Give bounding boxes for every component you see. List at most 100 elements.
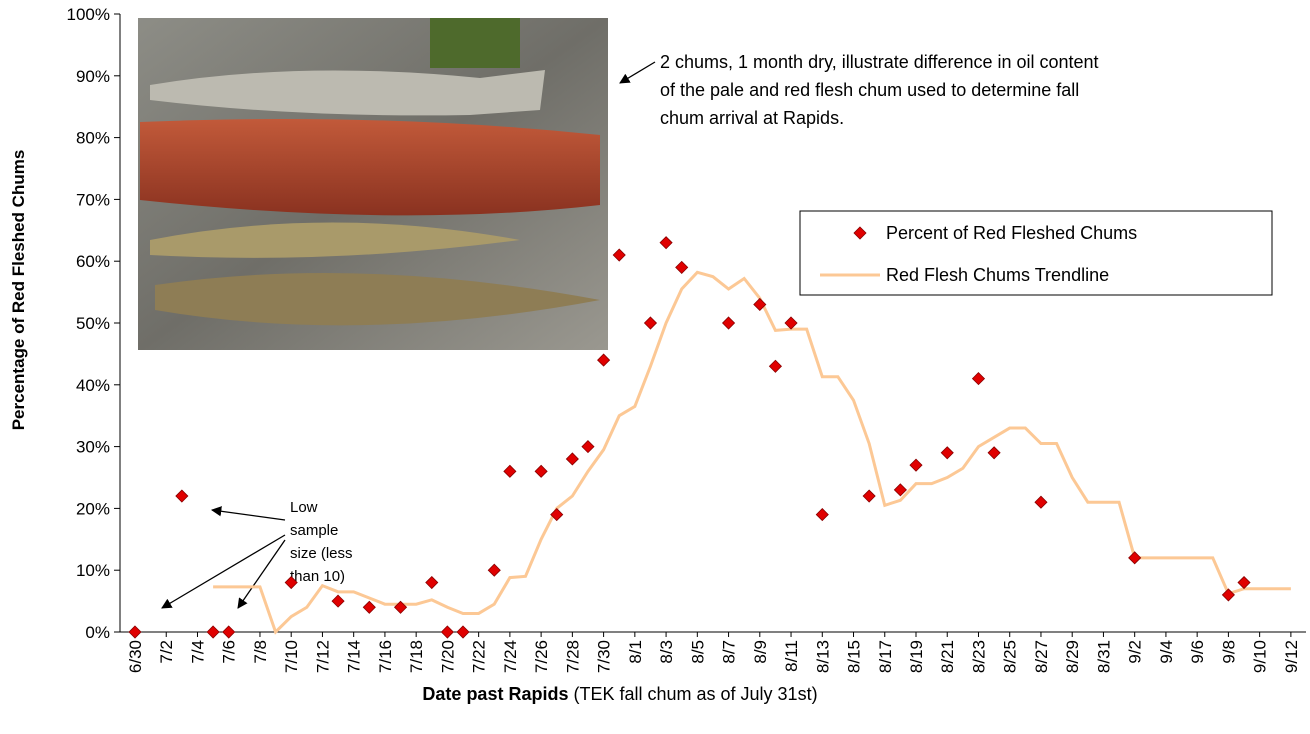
x-tick-label: 8/17 bbox=[876, 640, 895, 673]
point bbox=[534, 464, 548, 478]
x-tick-label: 8/11 bbox=[782, 640, 801, 672]
point bbox=[487, 563, 501, 577]
x-tick-label: 8/25 bbox=[1001, 640, 1020, 673]
x-tick-label: 7/30 bbox=[595, 640, 614, 673]
point bbox=[550, 508, 564, 522]
point bbox=[815, 508, 829, 522]
point bbox=[1221, 588, 1235, 602]
photo bbox=[138, 18, 608, 350]
x-tick-label: 9/4 bbox=[1157, 640, 1176, 664]
x-tick-label: 9/6 bbox=[1188, 640, 1207, 664]
point bbox=[175, 489, 189, 503]
annotation: of the pale and red flesh chum used to d… bbox=[660, 80, 1079, 100]
point bbox=[393, 600, 408, 614]
point bbox=[331, 594, 345, 608]
point bbox=[1237, 575, 1251, 590]
point bbox=[1034, 495, 1048, 509]
point bbox=[987, 446, 1001, 460]
x-tick-label: 7/2 bbox=[157, 640, 176, 664]
x-axis-title: Date past Rapids (TEK fall chum as of Ju… bbox=[422, 684, 817, 704]
x-tick-label: 7/12 bbox=[313, 640, 332, 673]
point bbox=[784, 316, 798, 330]
x-tick-label: 8/19 bbox=[907, 640, 926, 673]
x-tick-label: 8/9 bbox=[751, 640, 770, 664]
point bbox=[659, 236, 673, 250]
x-tick-label: 7/10 bbox=[282, 640, 301, 673]
point bbox=[675, 260, 689, 274]
x-title-bold: Date past Rapids bbox=[422, 684, 568, 704]
x-tick-label: 8/31 bbox=[1094, 640, 1113, 673]
point bbox=[362, 600, 376, 614]
x-tick-label: 9/8 bbox=[1219, 640, 1238, 664]
x-title-rest: (TEK fall chum as of July 31st) bbox=[573, 684, 817, 704]
point bbox=[721, 316, 736, 330]
legend-label: Red Flesh Chums Trendline bbox=[886, 265, 1109, 285]
x-tick-label: 8/3 bbox=[657, 640, 676, 664]
x-tick-label: 8/5 bbox=[688, 640, 707, 664]
x-tick-label: 7/6 bbox=[220, 640, 239, 664]
note: Low bbox=[290, 499, 318, 516]
annotation: 2 chums, 1 month dry, illustrate differe… bbox=[660, 52, 1099, 72]
y-tick-label: 50% bbox=[76, 314, 110, 333]
point bbox=[565, 452, 579, 466]
arrow bbox=[237, 539, 286, 609]
x-tick-label: 7/8 bbox=[251, 640, 270, 664]
point bbox=[940, 446, 954, 460]
y-tick-label: 60% bbox=[76, 252, 110, 271]
trendline bbox=[213, 270, 1291, 635]
x-tick-label: 7/16 bbox=[376, 640, 395, 673]
note: size (less bbox=[290, 545, 353, 562]
note: than 10) bbox=[290, 568, 345, 585]
point bbox=[206, 625, 220, 639]
legend bbox=[799, 210, 1273, 296]
arrow bbox=[161, 534, 286, 609]
x-tick-label: 9/2 bbox=[1126, 640, 1145, 664]
point bbox=[893, 483, 907, 497]
legend-label: Percent of Red Fleshed Chums bbox=[886, 223, 1137, 243]
x-tick-label: 7/20 bbox=[438, 640, 457, 673]
point bbox=[440, 625, 454, 639]
x-tick-label: 9/10 bbox=[1251, 640, 1270, 673]
x-tick-label: 7/4 bbox=[188, 640, 207, 664]
point bbox=[909, 458, 923, 472]
x-tick-label: 7/18 bbox=[407, 640, 426, 673]
x-tick-label: 8/29 bbox=[1063, 640, 1082, 673]
point bbox=[1128, 551, 1142, 565]
x-tick-label: 6/30 bbox=[126, 640, 145, 673]
y-tick-label: 20% bbox=[76, 499, 110, 518]
point bbox=[503, 464, 517, 478]
point bbox=[581, 440, 595, 454]
note: sample bbox=[290, 522, 338, 539]
y-tick-label: 80% bbox=[76, 129, 110, 148]
point bbox=[768, 359, 782, 373]
point bbox=[612, 248, 626, 262]
point bbox=[425, 575, 439, 590]
y-tick-label: 100% bbox=[67, 5, 110, 24]
y-tick-label: 90% bbox=[76, 67, 110, 86]
x-tick-label: 7/24 bbox=[501, 640, 520, 673]
legend-marker bbox=[853, 226, 867, 240]
x-tick-label: 8/27 bbox=[1032, 640, 1051, 673]
x-tick-label: 7/26 bbox=[532, 640, 551, 673]
point bbox=[643, 316, 658, 330]
arrow bbox=[619, 61, 656, 84]
point bbox=[753, 297, 767, 312]
x-tick-label: 8/23 bbox=[969, 640, 988, 673]
annotation: chum arrival at Rapids. bbox=[660, 108, 844, 128]
y-axis-title: Percentage of Red Fleshed Chums bbox=[9, 150, 28, 431]
point bbox=[597, 353, 611, 367]
x-tick-label: 8/21 bbox=[938, 640, 957, 673]
x-tick-label: 7/14 bbox=[345, 640, 364, 673]
y-tick-label: 30% bbox=[76, 438, 110, 457]
arrow bbox=[210, 506, 286, 521]
point bbox=[862, 489, 876, 503]
point bbox=[222, 625, 236, 639]
point bbox=[284, 575, 298, 590]
y-tick-label: 0% bbox=[85, 623, 110, 642]
y-tick-label: 40% bbox=[76, 376, 110, 395]
x-tick-label: 8/13 bbox=[813, 640, 832, 673]
point bbox=[128, 625, 142, 639]
y-tick-label: 70% bbox=[76, 190, 110, 209]
